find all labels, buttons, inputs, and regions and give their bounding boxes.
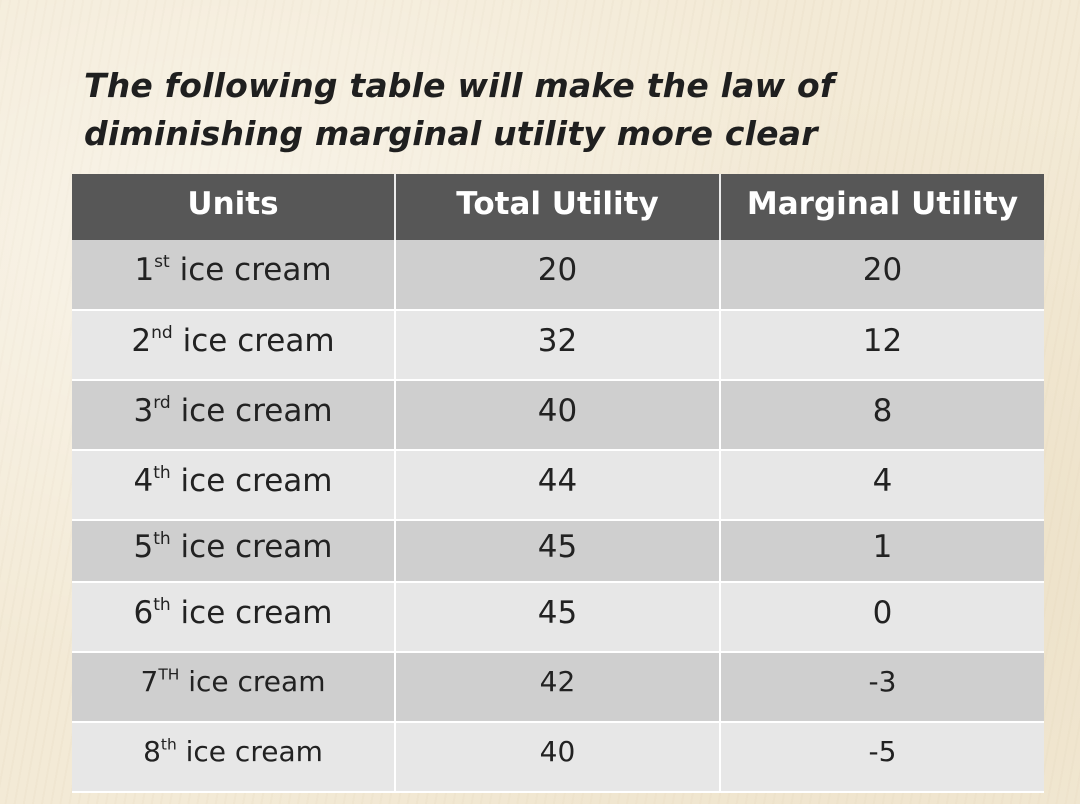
units-cell: 8th ice cream [72, 722, 396, 793]
units-cell: 6th ice cream [72, 582, 396, 653]
table-row: 1st ice cream 20 20 [72, 240, 1044, 311]
units-cell: 3rd ice cream [72, 380, 396, 451]
units-cell: 4th ice cream [72, 450, 396, 521]
total-utility-cell: 44 [395, 450, 721, 521]
table-row: 2nd ice cream 32 12 [72, 310, 1044, 381]
table-row: 4th ice cream 44 4 [72, 450, 1044, 521]
slide-title: The following table will make the law of… [84, 62, 984, 158]
total-utility-cell: 32 [395, 310, 721, 381]
utility-table: Units Total Utility Marginal Utility 1st… [72, 174, 1044, 793]
header-units: Units [72, 174, 396, 240]
header-marginal-utility: Marginal Utility [720, 174, 1044, 240]
marginal-utility-cell: 20 [720, 240, 1044, 311]
marginal-utility-cell: 12 [720, 310, 1044, 381]
table-row: 6th ice cream 45 0 [72, 582, 1044, 653]
marginal-utility-cell: 1 [720, 520, 1044, 583]
units-cell: 5th ice cream [72, 520, 396, 583]
title-line-1: The following table will make the law of [84, 66, 835, 105]
total-utility-cell: 45 [395, 582, 721, 653]
total-utility-cell: 42 [395, 652, 721, 723]
units-cell: 1st ice cream [72, 240, 396, 311]
units-cell: 7TH ice cream [72, 652, 396, 723]
units-cell: 2nd ice cream [72, 310, 396, 381]
marginal-utility-cell: 0 [720, 582, 1044, 653]
total-utility-cell: 45 [395, 520, 721, 583]
marginal-utility-cell: 4 [720, 450, 1044, 521]
table-row: 5th ice cream 45 1 [72, 520, 1044, 583]
table-row: 3rd ice cream 40 8 [72, 380, 1044, 451]
table-row: 7TH ice cream 42 -3 [72, 652, 1044, 723]
total-utility-cell: 20 [395, 240, 721, 311]
title-line-2: diminishing marginal utility more clear [84, 114, 818, 153]
total-utility-cell: 40 [395, 722, 721, 793]
marginal-utility-cell: 8 [720, 380, 1044, 451]
table-header-row: Units Total Utility Marginal Utility [72, 174, 1044, 240]
table-row: 8th ice cream 40 -5 [72, 722, 1044, 793]
header-total-utility: Total Utility [395, 174, 721, 240]
total-utility-cell: 40 [395, 380, 721, 451]
marginal-utility-cell: -3 [720, 652, 1044, 723]
marginal-utility-cell: -5 [720, 722, 1044, 793]
